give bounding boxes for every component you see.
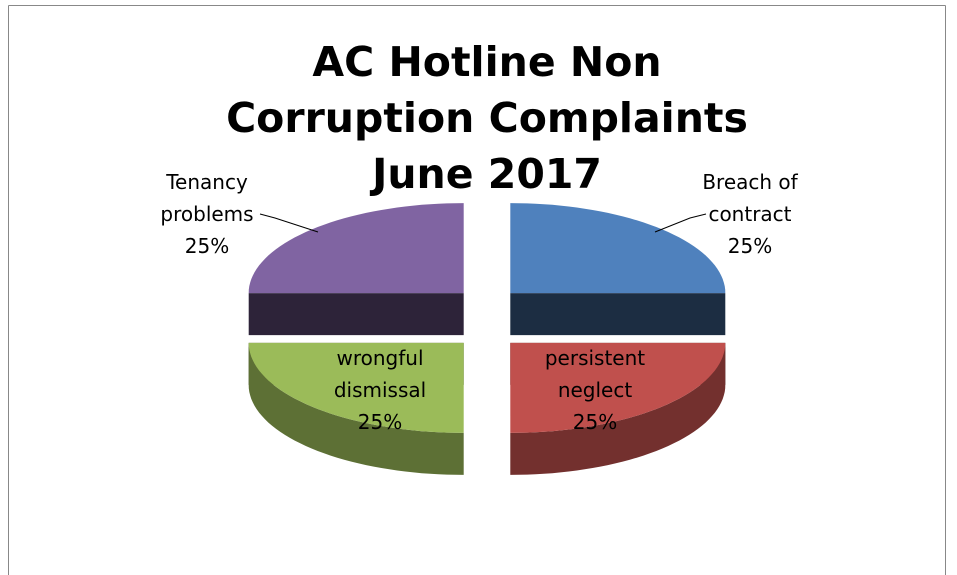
slice-value-label: 25%: [572, 410, 618, 434]
slice: [510, 203, 726, 294]
slice: [248, 203, 464, 294]
slice-value-label: 25%: [727, 234, 773, 258]
slice: [510, 342, 726, 433]
slice-side: [248, 342, 464, 475]
slice-label: Breach of contract: [702, 170, 798, 226]
slice-side: [510, 342, 726, 475]
slice-value-label: 25%: [357, 410, 403, 434]
slice-label: wrongful dismissal: [333, 346, 427, 402]
slice-label: persistent neglect: [544, 346, 646, 402]
slice-wall: [510, 293, 726, 336]
slice: [248, 342, 464, 433]
leader-line: [259, 213, 319, 233]
slice-label: Tenancy problems: [160, 170, 254, 226]
slice-wall: [248, 293, 464, 336]
leader-line: [654, 213, 707, 233]
chart-title: AC Hotline Non Corruption Complaints Jun…: [226, 38, 748, 198]
slice-value-label: 25%: [184, 234, 230, 258]
